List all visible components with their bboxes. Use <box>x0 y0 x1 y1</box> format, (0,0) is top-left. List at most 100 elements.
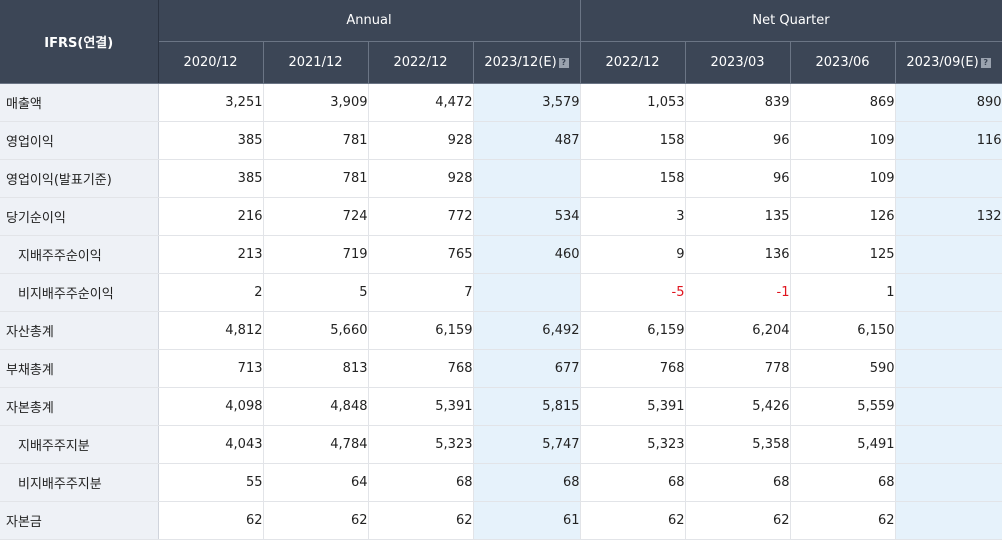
value-cell <box>473 273 581 312</box>
value-cell: 765 <box>368 235 474 274</box>
value-cell: 68 <box>790 463 896 502</box>
table-row: 영업이익 385 781 928 487 158 96 109 116 <box>0 121 1002 160</box>
value-cell: 772 <box>368 197 474 236</box>
value-cell: 136 <box>685 235 791 274</box>
row-label: 지배주주순이익 <box>0 235 159 274</box>
value-cell: 5,358 <box>685 425 791 464</box>
value-cell <box>895 501 1002 540</box>
value-cell: 385 <box>158 159 264 198</box>
value-cell: 781 <box>263 121 369 160</box>
row-label: 자산총계 <box>0 311 159 350</box>
row-label: 지배주주지분 <box>0 425 159 464</box>
value-cell: 813 <box>263 349 369 388</box>
value-cell: 96 <box>685 159 791 198</box>
table-row: 비지배주주지분 55 64 68 68 68 68 68 <box>0 463 1002 502</box>
value-cell: 68 <box>685 463 791 502</box>
value-cell: 125 <box>790 235 896 274</box>
value-cell: 1,053 <box>579 83 686 122</box>
value-cell: 213 <box>158 235 264 274</box>
value-cell: 5,426 <box>685 387 791 426</box>
value-cell: 9 <box>579 235 686 274</box>
value-cell: 869 <box>790 83 896 122</box>
value-cell <box>895 235 1002 274</box>
value-cell: 928 <box>368 121 474 160</box>
value-cell: 768 <box>368 349 474 388</box>
row-label: 부채총계 <box>0 349 159 388</box>
value-cell <box>473 159 581 198</box>
value-cell: 460 <box>473 235 581 274</box>
estimate-help-icon[interactable]: ? <box>980 58 991 68</box>
value-cell: 4,472 <box>368 83 474 122</box>
value-cell: 62 <box>790 501 896 540</box>
value-cell: 677 <box>473 349 581 388</box>
value-cell <box>895 311 1002 350</box>
value-cell: 5 <box>263 273 369 312</box>
value-cell: 385 <box>158 121 264 160</box>
value-cell <box>895 349 1002 388</box>
value-cell: 5,391 <box>579 387 686 426</box>
table-row: 자본금 62 62 62 61 62 62 62 <box>0 501 1002 540</box>
value-cell: 158 <box>579 121 686 160</box>
value-cell: 890 <box>895 83 1002 122</box>
period-header: 2021/12 <box>263 41 369 84</box>
value-cell: 5,491 <box>790 425 896 464</box>
value-cell: 487 <box>473 121 581 160</box>
value-cell: 3,909 <box>263 83 369 122</box>
value-cell: 534 <box>473 197 581 236</box>
value-cell: 4,098 <box>158 387 264 426</box>
value-cell: 158 <box>579 159 686 198</box>
value-cell: 68 <box>473 463 581 502</box>
value-cell: -1 <box>685 273 791 312</box>
annual-group-header: Annual <box>158 0 581 42</box>
value-cell: 1 <box>790 273 896 312</box>
value-cell: 768 <box>579 349 686 388</box>
period-header: 2023/03 <box>685 41 791 84</box>
table-row: 지배주주지분 4,043 4,784 5,323 5,747 5,323 5,358 5,49… <box>0 425 1002 464</box>
value-cell: 6,159 <box>368 311 474 350</box>
value-cell: 7 <box>368 273 474 312</box>
value-cell: 4,848 <box>263 387 369 426</box>
value-cell: 724 <box>263 197 369 236</box>
table-row: 당기순이익 216 724 772 534 3 135 126 132 <box>0 197 1002 236</box>
value-cell: 55 <box>158 463 264 502</box>
value-cell: 116 <box>895 121 1002 160</box>
table-row: 매출액 3,251 3,909 4,472 3,579 1,053 839 869 890 <box>0 83 1002 122</box>
value-cell: 68 <box>579 463 686 502</box>
period-header: 2022/12 <box>579 41 686 84</box>
financial-summary-table: IFRS(연결) Annual Net Quarter 2020/12 2021… <box>0 0 1002 540</box>
value-cell: 5,323 <box>579 425 686 464</box>
value-cell <box>895 273 1002 312</box>
value-cell: 2 <box>158 273 264 312</box>
value-cell <box>895 159 1002 198</box>
value-cell: 5,747 <box>473 425 581 464</box>
value-cell: 62 <box>579 501 686 540</box>
table-row: 자본총계 4,098 4,848 5,391 5,815 5,391 5,426 5,559 <box>0 387 1002 426</box>
table-row: 자산총계 4,812 5,660 6,159 6,492 6,159 6,204 6,150 <box>0 311 1002 350</box>
value-cell: 132 <box>895 197 1002 236</box>
value-cell <box>895 387 1002 426</box>
table-row: 비지배주주순이익 2 5 7 -5 -1 1 <box>0 273 1002 312</box>
value-cell: 96 <box>685 121 791 160</box>
value-cell: 5,559 <box>790 387 896 426</box>
value-cell: 3,251 <box>158 83 264 122</box>
value-cell: 4,043 <box>158 425 264 464</box>
period-header-estimate: 2023/12(E)? <box>473 41 581 84</box>
table-row: 영업이익(발표기준) 385 781 928 158 96 109 <box>0 159 1002 198</box>
estimate-help-icon[interactable]: ? <box>558 58 569 68</box>
row-label: 비지배주주순이익 <box>0 273 159 312</box>
value-cell: 61 <box>473 501 581 540</box>
table-row: 부채총계 713 813 768 677 768 778 590 <box>0 349 1002 388</box>
row-label: 매출액 <box>0 83 159 122</box>
value-cell: 135 <box>685 197 791 236</box>
row-label: 당기순이익 <box>0 197 159 236</box>
value-cell: 109 <box>790 121 896 160</box>
value-cell: 4,784 <box>263 425 369 464</box>
value-cell: 3,579 <box>473 83 581 122</box>
value-cell: 62 <box>685 501 791 540</box>
value-cell: 5,391 <box>368 387 474 426</box>
value-cell: 5,323 <box>368 425 474 464</box>
value-cell: 62 <box>368 501 474 540</box>
value-cell: 109 <box>790 159 896 198</box>
value-cell: 5,815 <box>473 387 581 426</box>
value-cell: 126 <box>790 197 896 236</box>
